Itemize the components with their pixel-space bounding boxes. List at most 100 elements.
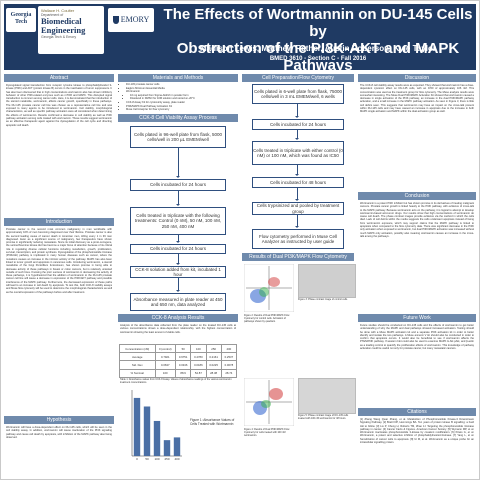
material-item: Dissolved in DMSO for 10M solution and s… (130, 97, 242, 101)
fig1-caption: Figure 1: Absorbance Values of Cells Tre… (190, 418, 235, 426)
cck8-step-3: Cells treated in triplicate with the fol… (130, 207, 226, 235)
table-cell: 0.0078 (220, 360, 238, 370)
table-row: % Survival 100 88.9 54.87 28.38 28.74 (119, 368, 238, 378)
table-cell: 250 (205, 343, 222, 354)
material-item: Eagle's Minimum Essential Media (126, 87, 242, 91)
future-work-text: Future studies should be conducted on DU… (360, 324, 474, 351)
arrow-down-icon (295, 130, 299, 140)
cck8-step-2: Cells incubated for 24 hours (130, 179, 226, 191)
cell-population (268, 277, 280, 287)
flow-step-4: Cells incubated for 48 hours (252, 177, 344, 188)
table-cell: Concentration (nM) (119, 343, 156, 354)
table-cell: 0.0186 (190, 360, 207, 370)
table-cell: Std. Dev (119, 360, 156, 370)
arrow-down-icon (295, 104, 299, 118)
title-line-1: The Effects of Wortmannin on DU-145 Cell… (163, 6, 473, 40)
table-cell: 0.2537 (220, 352, 238, 362)
coulter-department-logo: Wallace H. Coulter Department of Biomedi… (38, 6, 104, 54)
arrow-down-icon (295, 165, 299, 176)
conclusion-text: Wortmannin is a potent PI3K inhibitor bu… (360, 202, 474, 238)
table-cell: 0 (control) (154, 343, 177, 354)
cck8-step-4: Cells incubated for 24 hours (130, 244, 226, 254)
table-row: Average 0.7921 0.6751 0.4780 0.2161 0.25… (119, 352, 238, 362)
flow-step-5: Cells trypsinized and pooled by treatmen… (252, 202, 344, 215)
cck8-step-1: Cells plated in 96-well plate from flask… (130, 126, 226, 148)
materials-heading: Materials and Methods (118, 74, 238, 82)
table-cell: Average (119, 352, 156, 362)
discussion-heading: Discussion (358, 74, 476, 82)
chart-tick-labels: 0 50 100 250 400 (136, 457, 180, 461)
conclusion-heading: Conclusion (358, 192, 476, 200)
fig4-caption: Figure 4: Results of Dual PI3K/MAPK Flow… (244, 428, 290, 437)
chart-bar (153, 420, 161, 456)
flow-plot-control (244, 264, 294, 312)
material-item: CCK-8 Assay Kit for cytotoxicity assay, … (126, 101, 242, 105)
georgia-tech-logo: Georgia Tech (6, 8, 36, 32)
cck8-analysis-text: Analysis of the absorbance data collecte… (120, 324, 236, 334)
flow-step-2: Cells incubated for 24 hours (252, 119, 344, 130)
table-cell: 400 (220, 343, 238, 354)
table-row: Std. Dev 0.0637 0.0346 0.0186 0.0225 0.0… (119, 360, 238, 370)
material-item: 10 mg acquired from Sigma-Aldrich in pow… (130, 94, 242, 98)
emory-shield-icon (112, 16, 119, 25)
table-cell: 88.9 (175, 368, 192, 378)
coulter-dept-of: Department of (41, 13, 64, 17)
title-line-2: Obstruction of the PI3K-AKT and MAPK Pat… (176, 40, 460, 74)
x-tick-label: 50 (145, 457, 149, 461)
fig3-caption: Figure 3: Phase contrast image of contro… (298, 298, 348, 301)
x-tick-label: 250 (164, 457, 169, 461)
table-cell: 0.0346 (175, 360, 192, 370)
coulter-biomedical: Biomedical (41, 16, 82, 26)
material-item: DU-145 prostate cancer cells (126, 83, 242, 87)
table-cell: 0.0637 (154, 360, 177, 370)
fig2-caption: Figure 2: Results of Dual PI3K/MAPK Flow… (244, 314, 290, 323)
arrow-down-icon (176, 148, 180, 178)
cck8-step-6: Absorbance measured in plate reader at 4… (130, 293, 226, 311)
material-item: Muse Cell Analyzer for flow cytometry (126, 108, 242, 112)
table-cell: % Survival (119, 368, 156, 378)
material-item: Wortmannin (126, 90, 242, 94)
fig5-caption: Figure 5: Phase contrast image of DU-145… (298, 414, 349, 420)
cell-population (261, 400, 271, 408)
discussion-text: The CCK-8 cell viability assay results w… (360, 84, 474, 114)
x-tick-label: 100 (154, 457, 159, 461)
materials-list: DU-145 prostate cancer cells Eagle's Min… (120, 83, 242, 112)
cck8-bar-chart: 0 50 100 250 400 (131, 390, 182, 461)
table-cell: 54.87 (190, 368, 207, 378)
course-info: BMED 3610 - Section C - Fall 2016 (269, 56, 367, 62)
arrow-down-icon (295, 188, 299, 201)
future-work-heading: Future Work (358, 314, 476, 322)
chart-bar (163, 440, 171, 456)
table-cell: 0.7921 (154, 352, 177, 362)
logo-gt-line2: Tech (14, 19, 28, 25)
flow-cytometry-heading: Cell Preparation/Flow Cytometry (242, 74, 354, 82)
flow-step-1: Cells plated in 6-well plate from flask,… (252, 84, 344, 104)
cck8-methods-heading: CCK-8 Cell Viability Assay Process (118, 114, 238, 122)
coulter-engineering: Engineering (41, 25, 86, 35)
emory-logo: EMORY (108, 8, 154, 32)
poster-title: The Effects of Wortmannin on DU-145 Cell… (160, 6, 476, 74)
x-tick-label: 0 (136, 457, 138, 461)
cck8-step-5: CCK-8 solution added from kit, incubated… (130, 266, 226, 278)
table-cell: 0.2161 (205, 352, 222, 362)
x-tick-label: 400 (174, 457, 179, 461)
table-cell: 0.6751 (175, 352, 192, 362)
abstract-text: Dysregulated signal transduction from re… (6, 84, 112, 127)
table-cell: 28.38 (205, 368, 222, 378)
coulter-top-text: Wallace H. Coulter (41, 8, 75, 13)
chart-bars (133, 397, 181, 456)
cck8-table: Concentration (nM) 0 (control) 50 100 25… (119, 343, 238, 378)
chart-bar (143, 406, 151, 456)
table-header-row: Concentration (nM) 0 (control) 50 100 25… (119, 343, 238, 354)
abstract-heading: Abstract (4, 74, 114, 82)
table-cell: 0.4780 (190, 352, 207, 362)
emory-logo-text: EMORY (120, 15, 150, 24)
table1-caption: Table 1: Absorbance values from CCK-8 As… (120, 378, 232, 384)
cell-population (269, 388, 283, 400)
flow-plot-treated (244, 378, 294, 426)
arrow-down-icon (176, 235, 180, 243)
flow-step-6: Flow cytometry performed in Muse Cell An… (252, 229, 344, 249)
logo-gt-line1: Georgia (10, 12, 32, 18)
introduction-text: Prostate cancer is the second most commo… (6, 228, 112, 294)
table-cell: 100 (190, 343, 207, 354)
